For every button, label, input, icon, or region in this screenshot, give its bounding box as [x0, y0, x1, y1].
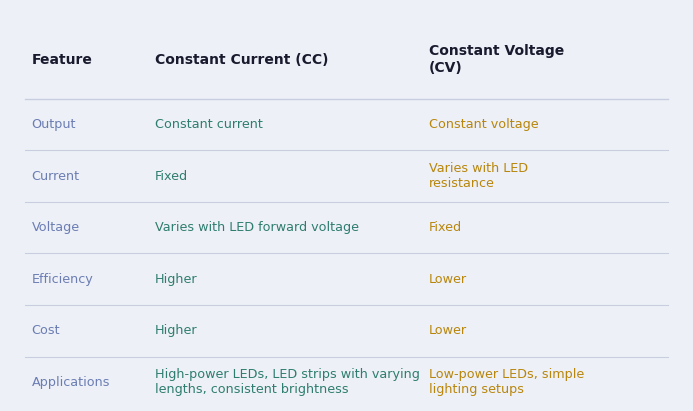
Text: Lower: Lower — [429, 324, 467, 337]
Text: Efficiency: Efficiency — [32, 272, 94, 286]
Text: Constant Voltage
(CV): Constant Voltage (CV) — [429, 44, 564, 75]
Text: Higher: Higher — [155, 272, 198, 286]
Text: Constant Current (CC): Constant Current (CC) — [155, 53, 328, 67]
Text: Higher: Higher — [155, 324, 198, 337]
Text: Varies with LED forward voltage: Varies with LED forward voltage — [155, 221, 359, 234]
Text: Constant current: Constant current — [155, 118, 263, 131]
Text: Output: Output — [32, 118, 76, 131]
Text: High-power LEDs, LED strips with varying
lengths, consistent brightness: High-power LEDs, LED strips with varying… — [155, 368, 420, 396]
Text: Constant voltage: Constant voltage — [429, 118, 538, 131]
Text: Voltage: Voltage — [32, 221, 80, 234]
Text: Fixed: Fixed — [429, 221, 462, 234]
Text: Varies with LED
resistance: Varies with LED resistance — [429, 162, 528, 190]
Text: Feature: Feature — [32, 53, 92, 67]
Text: Applications: Applications — [32, 376, 110, 389]
Text: Current: Current — [32, 170, 80, 182]
Text: Lower: Lower — [429, 272, 467, 286]
Text: Fixed: Fixed — [155, 170, 188, 182]
Text: Cost: Cost — [32, 324, 60, 337]
Text: Low-power LEDs, simple
lighting setups: Low-power LEDs, simple lighting setups — [429, 368, 584, 396]
